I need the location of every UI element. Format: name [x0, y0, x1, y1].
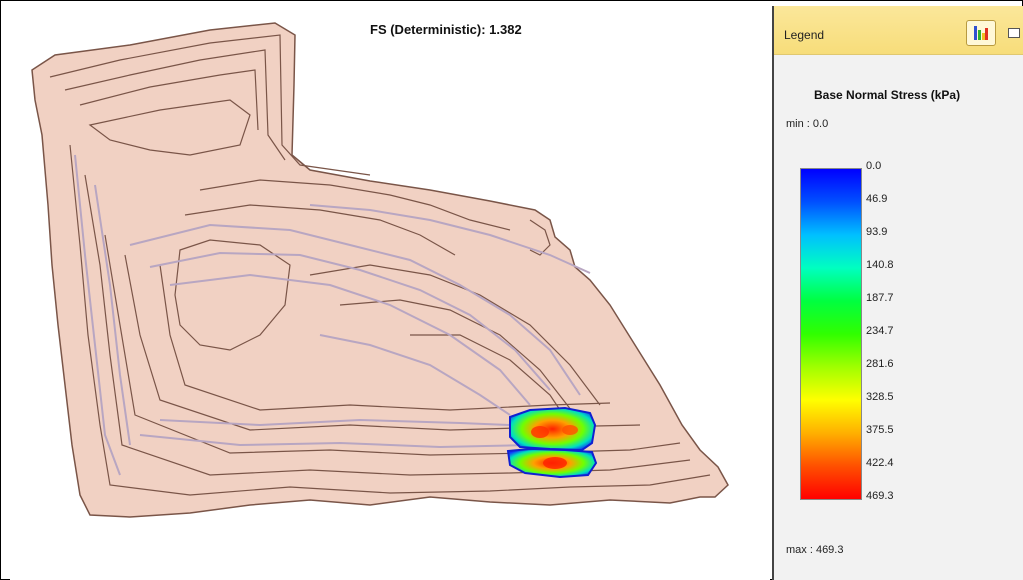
colorbar-tick-label: 93.9	[866, 226, 888, 238]
colorbar	[800, 168, 862, 500]
colorbar-tick-label: 187.7	[866, 292, 894, 304]
colorbar-tick-label: 281.6	[866, 358, 894, 370]
chart-legend-icon	[974, 26, 988, 40]
terrain-model[interactable]	[10, 5, 770, 580]
bench-lines	[74, 154, 591, 476]
legend-header: Legend	[774, 6, 1023, 55]
model-viewport[interactable]: FS (Deterministic): 1.382	[10, 5, 770, 580]
legend-max: max : 469.3	[786, 544, 844, 556]
panel-divider[interactable]	[772, 6, 774, 580]
minimize-icon[interactable]	[1008, 28, 1020, 38]
legend-min: min : 0.0	[786, 118, 829, 130]
colorbar-tick-label: 328.5	[866, 391, 894, 403]
colorbar-tick-label: 140.8	[866, 259, 894, 271]
factor-of-safety-title: FS (Deterministic): 1.382	[370, 22, 522, 37]
legend-options-button[interactable]	[966, 20, 996, 46]
legend-header-label: Legend	[784, 28, 825, 42]
colorbar-tick-label: 46.9	[866, 193, 888, 205]
colorbar-tick-label: 234.7	[866, 325, 894, 337]
colorbar-tick-label: 469.3	[866, 490, 894, 502]
terrain-outline	[31, 22, 729, 518]
colorbar-tick-label: 375.5	[866, 424, 894, 436]
legend-panel: Legend Base Normal Stress (kPa) min : 0.…	[774, 6, 1023, 580]
colorbar-tick-label: 422.4	[866, 457, 894, 469]
stress-contour-plot	[506, 406, 598, 479]
legend-title: Base Normal Stress (kPa)	[814, 88, 961, 102]
colorbar-tick-label: 0.0	[866, 160, 882, 172]
